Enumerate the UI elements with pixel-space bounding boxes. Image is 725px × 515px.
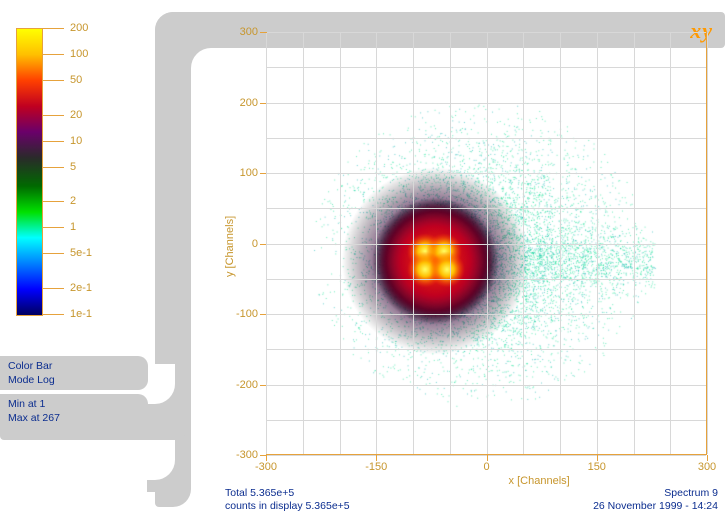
gridline-h	[267, 244, 706, 245]
x-tick-label: 300	[698, 461, 716, 473]
colorbar-tick-label: 5e-1	[70, 247, 92, 259]
gridline-h	[267, 32, 706, 33]
colorbar-tick	[42, 253, 64, 255]
status-bar: Total 5.365e+5 counts in display 5.365e+…	[225, 487, 718, 513]
x-tick-label: 0	[483, 461, 489, 473]
gridline-h	[267, 173, 706, 174]
status-left: Total 5.365e+5 counts in display 5.365e+…	[225, 487, 350, 513]
y-tick	[260, 244, 266, 245]
colorbar-tick-label: 10	[70, 135, 82, 147]
info-box-colorbar: Color Bar Mode Log	[0, 356, 148, 390]
status-right: Spectrum 9 26 November 1999 - 14:24	[593, 487, 718, 513]
y-tick	[260, 455, 266, 456]
y-tick-label: -200	[230, 379, 258, 391]
colorbar-tick	[42, 288, 64, 290]
status-total: Total 5.365e+5	[225, 487, 350, 500]
colorbar-tick-label: 20	[70, 109, 82, 121]
x-tick-label: -300	[255, 461, 277, 473]
y-tick-label: -300	[230, 449, 258, 461]
info-box-range: Min at 1 Max at 267	[0, 394, 148, 428]
info-range-min: Min at 1	[8, 397, 142, 411]
gridline-h	[267, 349, 706, 350]
y-tick	[260, 103, 266, 104]
y-tick	[260, 314, 266, 315]
y-tick-label: 300	[230, 26, 258, 38]
frame-notch-bl-lower	[135, 440, 175, 480]
gridline-v	[707, 33, 708, 454]
colorbar	[16, 28, 43, 316]
colorbar-tick	[42, 201, 64, 203]
y-tick-label: 200	[230, 97, 258, 109]
x-tick-label: -150	[365, 461, 387, 473]
y-tick	[260, 32, 266, 33]
gridline-h	[267, 385, 706, 386]
info-colorbar-title: Color Bar	[8, 359, 142, 373]
frame-notch-tl	[191, 48, 231, 88]
colorbar-tick	[42, 141, 64, 143]
colorbar-tick-label: 200	[70, 22, 88, 34]
y-tick-label: 100	[230, 167, 258, 179]
x-axis-title: x [Channels]	[509, 475, 570, 487]
colorbar-tick-label: 100	[70, 48, 88, 60]
colorbar-tick	[42, 115, 64, 117]
colorbar-tick	[42, 28, 64, 30]
x-tick-label: 150	[588, 461, 606, 473]
colorbar-tick	[42, 227, 64, 229]
gridline-h	[267, 314, 706, 315]
info-colorbar-mode: Mode Log	[8, 373, 142, 387]
info-range-max: Max at 267	[8, 411, 142, 425]
status-timestamp: 26 November 1999 - 14:24	[593, 500, 718, 513]
gridline-h	[267, 420, 706, 421]
gridline-h	[267, 138, 706, 139]
colorbar-tick-label: 2	[70, 195, 76, 207]
colorbar-tick	[42, 80, 64, 82]
y-tick	[260, 173, 266, 174]
colorbar-tick	[42, 167, 64, 169]
colorbar-gradient	[17, 29, 42, 315]
gridline-h	[267, 67, 706, 68]
colorbar-tick-label: 50	[70, 74, 82, 86]
plot-area	[266, 32, 707, 455]
status-counts: counts in display 5.365e+5	[225, 500, 350, 513]
y-tick-label: -100	[230, 308, 258, 320]
gridline-h	[267, 103, 706, 104]
colorbar-tick	[42, 314, 64, 316]
colorbar-tick-label: 1e-1	[70, 308, 92, 320]
colorbar-tick-label: 5	[70, 161, 76, 173]
status-spectrum: Spectrum 9	[593, 487, 718, 500]
y-axis-title: y [Channels]	[224, 216, 236, 277]
colorbar-tick	[42, 54, 64, 56]
colorbar-tick-label: 2e-1	[70, 282, 92, 294]
gridline-h	[267, 279, 706, 280]
y-tick	[260, 385, 266, 386]
gridline-h	[267, 208, 706, 209]
colorbar-tick-label: 1	[70, 221, 76, 233]
